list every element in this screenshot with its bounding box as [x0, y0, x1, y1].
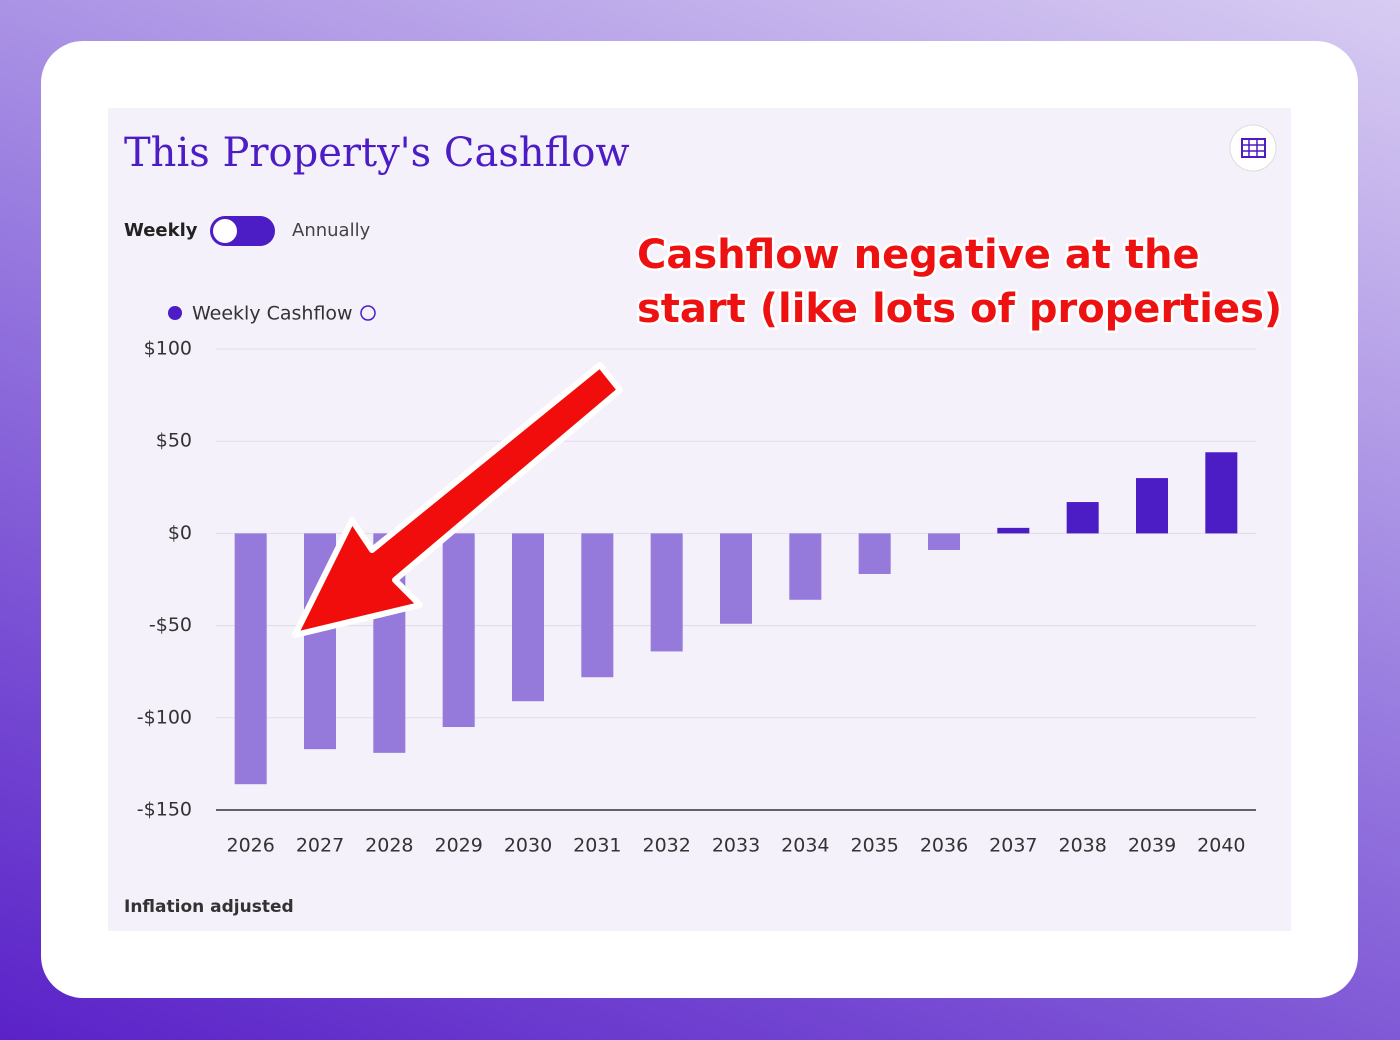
x-tick-label: 2038: [1058, 835, 1106, 857]
x-tick-label: 2036: [920, 835, 968, 857]
bar: [789, 533, 822, 600]
bar: [234, 533, 267, 785]
bar: [650, 533, 683, 652]
toggle-right[interactable]: Annually: [292, 220, 371, 241]
annotation: start (like lots of properties): [637, 286, 1282, 332]
arrow: [292, 362, 623, 638]
bar: [512, 533, 544, 702]
x-tick-label: 2040: [1197, 835, 1245, 857]
info-icon[interactable]: [360, 305, 376, 321]
chart-title: This Property's Cashflow: [124, 130, 630, 176]
x-tick-label: 2032: [642, 835, 690, 857]
table-icon: [1241, 138, 1266, 158]
plot: -$150 -$100 -$50 $0 $50 $100 2026 2027 2028 2029 2…: [137, 338, 1256, 857]
x-tick-label: 2034: [781, 835, 829, 857]
x-tick-label: 2035: [850, 835, 898, 857]
toggle-knob[interactable]: [213, 219, 237, 243]
x-tick-label: 2026: [226, 835, 274, 857]
toggle-left[interactable]: Weekly: [124, 220, 198, 241]
table-button[interactable]: [1229, 124, 1277, 172]
table-icon-lines: [1242, 139, 1265, 157]
bar: [1136, 478, 1168, 534]
bar: [1205, 452, 1238, 534]
footnote: Inflation adjusted: [124, 897, 294, 917]
x-tick-label: 2037: [989, 835, 1037, 857]
y-tick-label: $0: [168, 522, 192, 544]
x-tick-label: 2031: [573, 835, 621, 857]
bar: [581, 533, 614, 678]
bar: [1066, 502, 1099, 534]
bar: [442, 533, 475, 728]
bar: [858, 533, 891, 574]
bar: [720, 533, 752, 624]
button-circle[interactable]: [1229, 124, 1277, 172]
legend-dot: [168, 306, 182, 320]
x-tick-label: 2039: [1128, 835, 1176, 857]
x-tick-label: 2030: [504, 835, 552, 857]
y-tick-label: -$150: [137, 799, 192, 821]
y-tick-label: $100: [144, 338, 192, 360]
x-tick-label: 2027: [296, 835, 344, 857]
annotation: Cashflow negative at the: [637, 232, 1200, 278]
x-tick-label: 2029: [434, 835, 482, 857]
y-tick-label: -$50: [149, 614, 192, 636]
x-tick-label: 2028: [365, 835, 413, 857]
y-tick-label: $50: [156, 430, 192, 452]
bar: [997, 527, 1030, 534]
x-tick-label: 2033: [712, 835, 760, 857]
y-tick-label: -$100: [137, 706, 192, 728]
legend-label: Weekly Cashflow: [192, 303, 353, 325]
bar: [928, 533, 960, 550]
